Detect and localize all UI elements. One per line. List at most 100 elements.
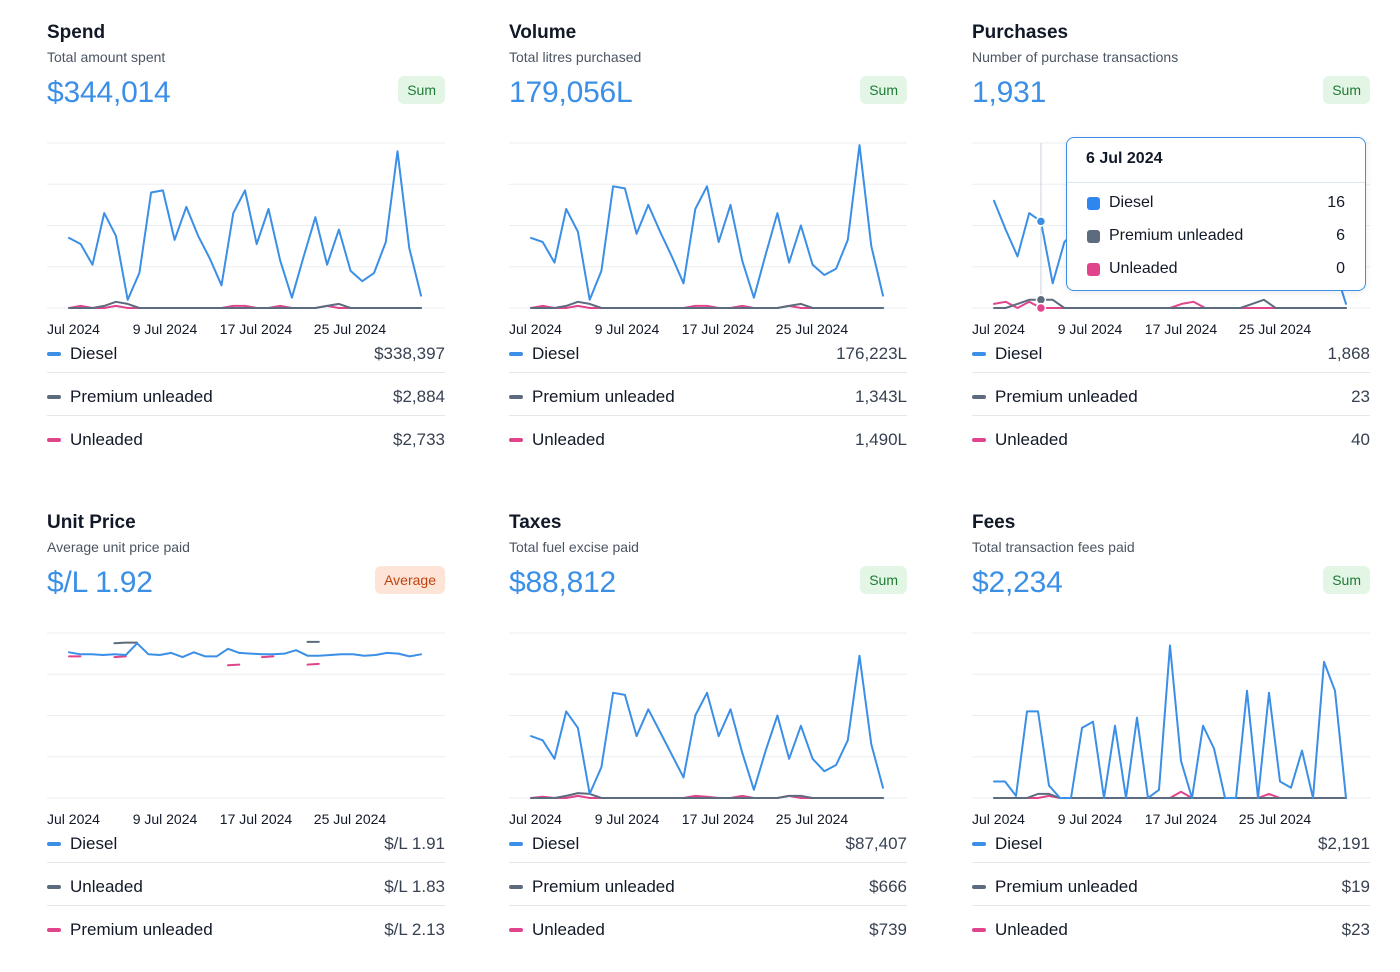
aggregation-badge[interactable]: Sum xyxy=(398,76,445,104)
legend-label: Unleaded xyxy=(70,877,143,896)
tooltip-date: 6 Jul 2024 xyxy=(1086,150,1163,167)
chart-legend: Diesel $338,397 Premium unleaded $2,884 Un… xyxy=(47,330,445,459)
x-tick-label: 17 Jul 2024 xyxy=(220,811,293,827)
card-subtitle: Total litres purchased xyxy=(509,49,642,65)
card-subtitle: Average unit price paid xyxy=(47,539,190,555)
legend-row-premium-unleaded[interactable]: Premium unleaded 23 xyxy=(972,373,1370,416)
legend-value: 176,223L xyxy=(836,344,907,363)
legend-row-unleaded[interactable]: Unleaded $739 xyxy=(509,906,907,949)
legend-value: $739 xyxy=(869,920,907,939)
series-line-premium-unleaded[interactable] xyxy=(993,298,1347,309)
aggregation-badge[interactable]: Sum xyxy=(860,76,907,104)
series-line-unleaded[interactable] xyxy=(113,640,320,645)
x-tick-label: 17 Jul 2024 xyxy=(220,321,293,337)
legend-label: Unleaded xyxy=(70,430,143,449)
card-title: Unit Price xyxy=(47,512,136,533)
chart-legend: Diesel $2,191 Premium unleaded $19 Unleade… xyxy=(972,820,1370,949)
tooltip-divider xyxy=(1067,182,1365,183)
legend-row-premium-unleaded[interactable]: Premium unleaded $666 xyxy=(509,863,907,906)
tooltip-value: 0 xyxy=(1336,260,1345,277)
legend-row-unleaded[interactable]: Unleaded 1,490L xyxy=(509,416,907,459)
chart-legend: Diesel $/L 1.91 Unleaded $/L 1.83 Premium … xyxy=(47,820,445,949)
fees-line-chart[interactable]: Jul 2024 9 Jul 2024 17 Jul 2024 25 Jul 2024 xyxy=(972,620,1370,835)
legend-row-premium-unleaded[interactable]: Premium unleaded $19 xyxy=(972,863,1370,906)
series-line-diesel[interactable] xyxy=(993,644,1347,799)
chart-legend: Diesel $87,407 Premium unleaded $666 Unlea… xyxy=(509,820,907,949)
spend-line-chart[interactable]: Jul 2024 9 Jul 2024 17 Jul 2024 25 Jul 2024 xyxy=(47,130,445,345)
series-line-diesel[interactable] xyxy=(68,150,422,301)
legend-swatch xyxy=(509,438,523,442)
legend-swatch xyxy=(972,885,986,889)
legend-swatch xyxy=(509,395,523,399)
legend-row-unleaded[interactable]: Unleaded 40 xyxy=(972,416,1370,459)
x-tick-label: 9 Jul 2024 xyxy=(595,811,660,827)
x-tick-label: 17 Jul 2024 xyxy=(1145,811,1218,827)
series-line-premium-unleaded[interactable] xyxy=(530,300,884,309)
card-title: Spend xyxy=(47,22,106,43)
x-tick-label: 9 Jul 2024 xyxy=(1058,321,1123,337)
series-line-premium-unleaded[interactable] xyxy=(68,300,422,309)
tooltip-row-unleaded: Unleaded 0 xyxy=(1067,253,1365,286)
legend-swatch xyxy=(972,352,986,356)
series-line-premium-unleaded[interactable] xyxy=(68,655,320,667)
legend-value: $87,407 xyxy=(845,834,907,853)
series-line-premium-unleaded[interactable] xyxy=(993,792,1347,799)
legend-row-premium-unleaded[interactable]: Premium unleaded $2,884 xyxy=(47,373,445,416)
legend-value: 1,343L xyxy=(855,387,907,406)
x-tick-label: Jul 2024 xyxy=(509,811,562,827)
series-line-diesel[interactable] xyxy=(68,642,422,659)
volume-line-chart[interactable]: Jul 2024 9 Jul 2024 17 Jul 2024 25 Jul 2024 xyxy=(509,130,907,345)
card-subtitle: Total fuel excise paid xyxy=(509,539,639,555)
tooltip-swatch xyxy=(1087,263,1100,276)
x-tick-label: 9 Jul 2024 xyxy=(133,811,198,827)
legend-label: Premium unleaded xyxy=(532,387,675,406)
legend-row-diesel[interactable]: Diesel $338,397 xyxy=(47,330,445,373)
x-tick-label: 25 Jul 2024 xyxy=(776,811,849,827)
aggregation-badge[interactable]: Sum xyxy=(1323,566,1370,594)
legend-swatch xyxy=(47,395,61,399)
legend-row-premium-unleaded[interactable]: Premium unleaded 1,343L xyxy=(509,373,907,416)
card-total-value: $/L 1.92 xyxy=(47,566,153,599)
legend-row-diesel[interactable]: Diesel $2,191 xyxy=(972,820,1370,863)
taxes-card: Taxes Total fuel excise paid $88,812 Sum… xyxy=(509,490,907,950)
taxes-line-chart[interactable]: Jul 2024 9 Jul 2024 17 Jul 2024 25 Jul 2024 xyxy=(509,620,907,835)
card-title: Fees xyxy=(972,512,1016,533)
legend-row-diesel[interactable]: Diesel $87,407 xyxy=(509,820,907,863)
legend-row-diesel[interactable]: Diesel 176,223L xyxy=(509,330,907,373)
legend-row-diesel[interactable]: Diesel 1,868 xyxy=(972,330,1370,373)
aggregation-badge[interactable]: Average xyxy=(375,566,445,594)
legend-value: $666 xyxy=(869,877,907,896)
legend-row-unleaded[interactable]: Unleaded $2,733 xyxy=(47,416,445,459)
legend-swatch xyxy=(972,438,986,442)
x-tick-label: 9 Jul 2024 xyxy=(1058,811,1123,827)
tooltip-label: Unleaded xyxy=(1109,260,1178,277)
legend-label: Diesel xyxy=(532,834,580,853)
x-tick-label: 25 Jul 2024 xyxy=(1239,811,1312,827)
series-line-diesel[interactable] xyxy=(530,654,884,795)
unit-price-card: Unit Price Average unit price paid $/L 1… xyxy=(47,490,445,950)
aggregation-badge[interactable]: Sum xyxy=(860,566,907,594)
legend-value: 1,868 xyxy=(1327,344,1370,363)
chart-legend: Diesel 176,223L Premium unleaded 1,343L Un… xyxy=(509,330,907,459)
legend-label: Diesel xyxy=(532,344,580,363)
card-total-value: 179,056L xyxy=(509,76,633,109)
aggregation-badge[interactable]: Sum xyxy=(1323,76,1370,104)
legend-value: $19 xyxy=(1341,877,1370,896)
legend-label: Premium unleaded xyxy=(70,387,213,406)
card-subtitle: Total amount spent xyxy=(47,49,166,65)
card-total-value: $344,014 xyxy=(47,76,171,109)
chart-tooltip: 6 Jul 2024 Diesel 16 Premium unleaded 6 … xyxy=(1066,137,1366,291)
legend-row-diesel[interactable]: Diesel $/L 1.91 xyxy=(47,820,445,863)
hover-point-diesel xyxy=(1035,216,1047,227)
x-tick-label: 9 Jul 2024 xyxy=(133,321,198,337)
series-line-diesel[interactable] xyxy=(530,144,884,301)
tooltip-label: Diesel xyxy=(1109,194,1154,211)
hover-point-unleaded xyxy=(1035,302,1047,314)
legend-row-unleaded[interactable]: Unleaded $23 xyxy=(972,906,1370,949)
tooltip-row-premium-unleaded: Premium unleaded 6 xyxy=(1067,220,1365,253)
legend-row-premium-unleaded[interactable]: Premium unleaded $/L 2.13 xyxy=(47,906,445,949)
x-tick-label: Jul 2024 xyxy=(972,321,1025,337)
legend-swatch xyxy=(509,352,523,356)
unit-price-line-chart[interactable]: Jul 2024 9 Jul 2024 17 Jul 2024 25 Jul 2024 xyxy=(47,620,445,835)
legend-row-unleaded[interactable]: Unleaded $/L 1.83 xyxy=(47,863,445,906)
